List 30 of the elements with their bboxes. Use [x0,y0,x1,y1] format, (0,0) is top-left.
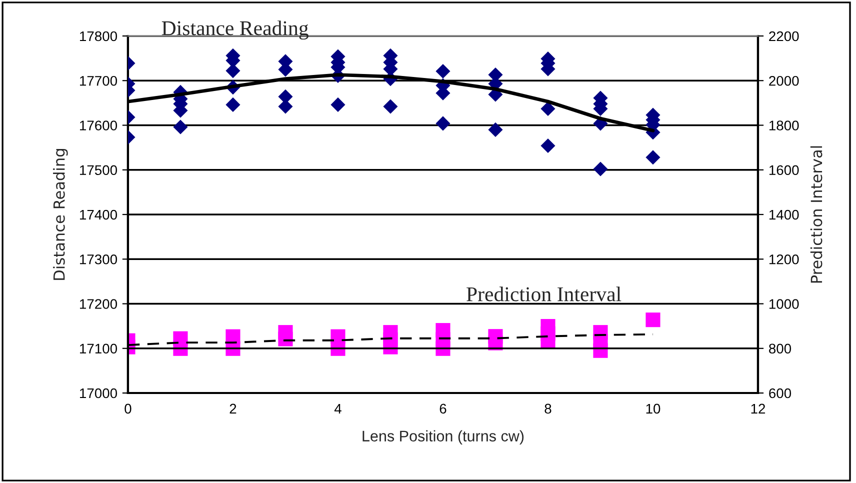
series-label: Distance Reading [162,20,308,40]
y2-tick-label: 800 [769,344,792,354]
y2-axis-title: Prediction Interval [810,146,822,283]
x-tick-label: 12 [751,404,766,414]
y2-tick-label: 2000 [769,76,799,86]
x-tick-label: 8 [544,404,552,414]
y2-tick-label: 1400 [769,210,799,220]
y2-tick-label: 1000 [769,299,799,309]
y-tick-label: 17300 [80,254,118,264]
y-tick-label: 17500 [80,165,118,176]
y-tick-label: 17100 [80,344,118,354]
y2-tick-label: 2200 [769,31,799,42]
x-tick-label: 0 [124,404,132,414]
y-axis-title: Distance Reading [53,149,68,280]
y-tick-label: 17600 [80,120,118,130]
x-axis-title: Lens Position (turns cw) [362,430,524,445]
y2-tick-label: 1800 [769,120,799,130]
y-tick-label: 17700 [80,76,118,86]
y-tick-label: 17800 [80,31,118,42]
y-tick-label: 17200 [80,299,118,309]
y-tick-label: 17400 [80,210,118,220]
y2-tick-label: 1600 [769,165,799,176]
y2-tick-label: 1200 [769,254,799,264]
x-tick-label: 6 [440,404,446,414]
x-tick-label: 2 [230,404,236,414]
x-tick-label: 10 [646,404,660,414]
x-tick-label: 4 [334,404,342,414]
y-tick-label: 17000 [80,388,118,398]
series-label: Prediction Interval [466,286,622,302]
y2-tick-label: 600 [769,388,792,398]
